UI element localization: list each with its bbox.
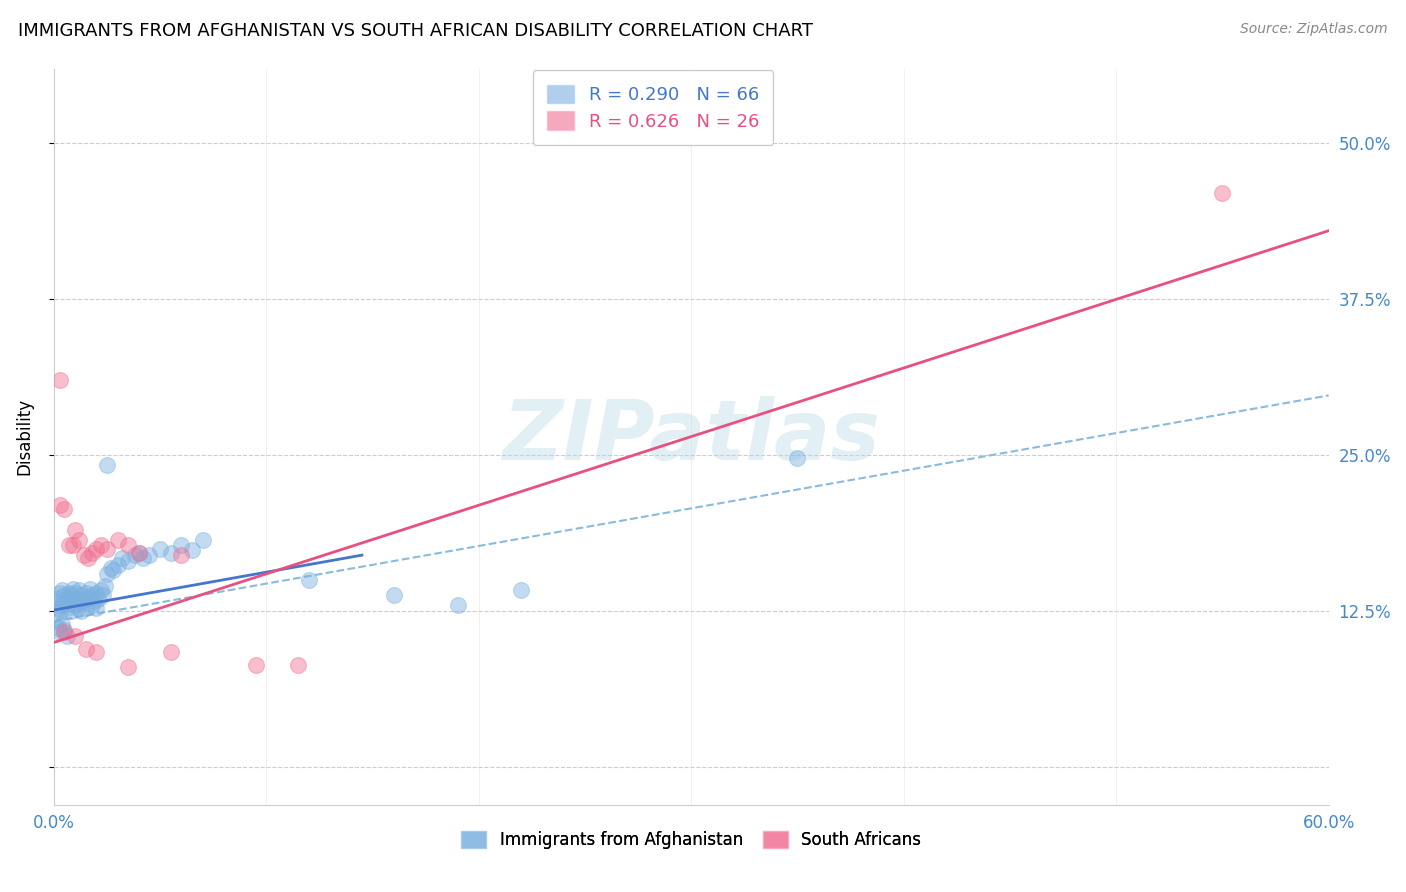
Point xyxy=(100,560,122,574)
Point xyxy=(55,629,77,643)
Point xyxy=(67,596,90,610)
Point xyxy=(49,585,72,599)
Point xyxy=(46,600,69,615)
Point xyxy=(63,598,86,612)
Point xyxy=(66,591,89,606)
Point xyxy=(191,533,214,548)
Point xyxy=(90,538,112,552)
Point xyxy=(72,594,94,608)
Point xyxy=(124,548,146,562)
Point xyxy=(86,585,108,599)
Point xyxy=(75,585,97,599)
Point xyxy=(382,588,405,602)
Point xyxy=(107,533,129,548)
Point xyxy=(510,583,533,598)
Point xyxy=(170,538,193,552)
Point xyxy=(49,625,72,640)
Point xyxy=(66,600,89,615)
Point xyxy=(63,523,86,537)
Point xyxy=(45,613,67,627)
Point xyxy=(96,566,118,581)
Point xyxy=(786,450,808,465)
Point xyxy=(446,598,468,612)
Text: ZIPatlas: ZIPatlas xyxy=(502,396,880,477)
Point xyxy=(80,546,103,560)
Point xyxy=(49,374,72,388)
Point xyxy=(53,502,76,516)
Point xyxy=(138,548,160,562)
Point xyxy=(245,657,267,672)
Point xyxy=(86,541,108,556)
Point xyxy=(80,598,103,612)
Point xyxy=(46,620,69,634)
Point xyxy=(53,625,76,640)
Point xyxy=(86,600,108,615)
Point xyxy=(117,554,139,568)
Point xyxy=(76,550,98,565)
Point xyxy=(103,563,125,577)
Point xyxy=(79,582,101,596)
Point xyxy=(75,600,97,615)
Point xyxy=(59,604,82,618)
Point xyxy=(53,623,76,637)
Point xyxy=(159,645,181,659)
Point xyxy=(63,585,86,599)
Point xyxy=(181,543,204,558)
Point xyxy=(111,550,134,565)
Point xyxy=(70,604,93,618)
Point xyxy=(132,550,155,565)
Point xyxy=(117,660,139,674)
Point xyxy=(58,596,80,610)
Legend: Immigrants from Afghanistan, South Africans: Immigrants from Afghanistan, South Afric… xyxy=(449,818,935,863)
Point xyxy=(91,588,114,602)
Point xyxy=(58,538,80,552)
Point xyxy=(75,641,97,656)
Point xyxy=(80,588,103,602)
Point xyxy=(72,548,94,562)
Point xyxy=(83,594,105,608)
Point xyxy=(107,558,129,573)
Point xyxy=(96,458,118,473)
Point xyxy=(170,548,193,562)
Point xyxy=(90,583,112,598)
Point xyxy=(53,596,76,610)
Point xyxy=(62,538,84,552)
Text: Source: ZipAtlas.com: Source: ZipAtlas.com xyxy=(1240,22,1388,37)
Point xyxy=(49,604,72,618)
Point xyxy=(128,546,150,560)
Point xyxy=(51,616,73,631)
Point xyxy=(62,591,84,606)
Point xyxy=(51,583,73,598)
Point xyxy=(94,579,117,593)
Point xyxy=(287,657,309,672)
Point xyxy=(1211,186,1233,201)
Point xyxy=(51,598,73,612)
Point xyxy=(46,591,69,605)
Point xyxy=(149,541,172,556)
Point xyxy=(298,573,321,587)
Point xyxy=(59,588,82,602)
Point xyxy=(96,541,118,556)
Text: IMMIGRANTS FROM AFGHANISTAN VS SOUTH AFRICAN DISABILITY CORRELATION CHART: IMMIGRANTS FROM AFGHANISTAN VS SOUTH AFR… xyxy=(18,22,813,40)
Point xyxy=(49,498,72,512)
Point xyxy=(45,594,67,608)
Y-axis label: Disability: Disability xyxy=(15,398,32,475)
Point xyxy=(76,591,98,605)
Point xyxy=(62,582,84,596)
Point xyxy=(58,585,80,599)
Point xyxy=(67,583,90,598)
Point xyxy=(159,546,181,560)
Point xyxy=(117,538,139,552)
Point xyxy=(67,533,90,548)
Point xyxy=(53,588,76,602)
Point xyxy=(63,629,86,643)
Point xyxy=(55,600,77,615)
Point xyxy=(128,546,150,560)
Point xyxy=(70,588,93,602)
Point xyxy=(87,591,110,606)
Point xyxy=(86,645,108,659)
Point xyxy=(55,591,77,606)
